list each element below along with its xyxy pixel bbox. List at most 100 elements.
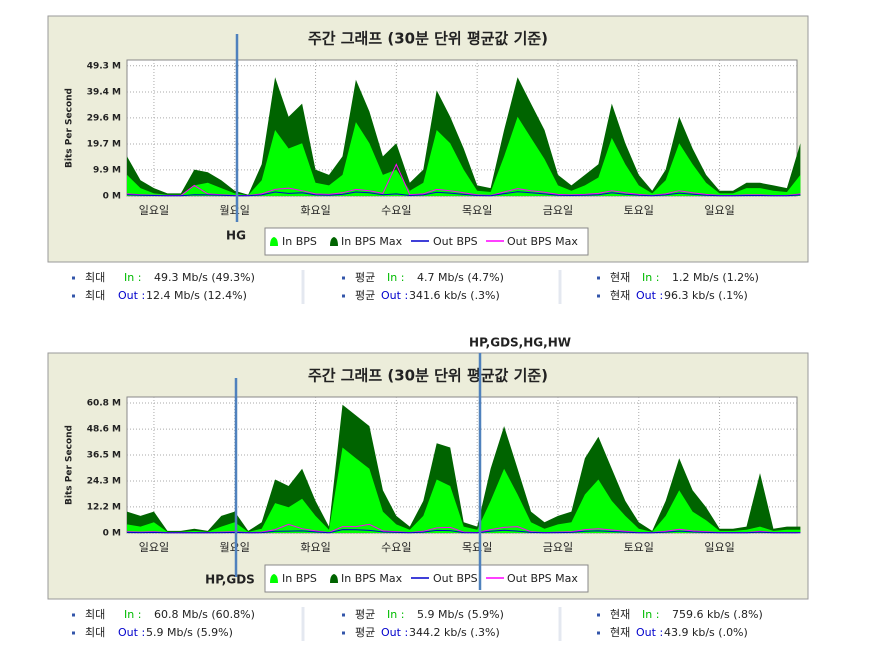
stat-key: In : — [642, 608, 659, 621]
y-axis-label: Bits Per Second — [65, 425, 75, 505]
stat-key: Out : — [118, 626, 145, 639]
x-tick-label: 금요일 — [543, 540, 573, 554]
stat-key: In : — [642, 271, 659, 284]
y-tick-label: 36.5 M — [87, 450, 121, 460]
x-tick-label: 화요일 — [300, 203, 330, 217]
stat-key: Out : — [636, 626, 663, 639]
stat-label: 현재 — [610, 271, 630, 284]
legend-label: In BPS Max — [341, 235, 403, 248]
x-tick-label: 수요일 — [381, 203, 411, 217]
stat-value: 759.6 kb/s (.8%) — [672, 608, 763, 621]
y-tick-label: 49.3 M — [87, 61, 121, 71]
x-tick-label: 토요일 — [624, 203, 654, 217]
bullet — [597, 613, 600, 617]
y-tick-label: 24.3 M — [87, 477, 121, 487]
stat-value: 60.8 Mb/s (60.8%) — [154, 608, 255, 621]
stat-label: 최대 — [85, 289, 105, 302]
y-tick-label: 19.7 M — [87, 139, 121, 149]
y-tick-label: 39.4 M — [87, 87, 121, 97]
stat-label: 평균 — [355, 608, 375, 621]
y-tick-label: 48.6 M — [87, 425, 121, 435]
y-tick-label: 60.8 M — [87, 398, 121, 408]
bullet — [72, 631, 75, 635]
area — [127, 447, 801, 533]
bullet — [342, 276, 345, 280]
stat-key: Out : — [381, 626, 408, 639]
stat-value: 5.9 Mb/s (5.9%) — [146, 626, 233, 639]
stat-label: 현재 — [610, 289, 630, 302]
legend-icon — [330, 574, 338, 583]
bullet — [342, 294, 345, 298]
legend-label: In BPS — [282, 235, 317, 248]
stat-key: Out : — [381, 289, 408, 302]
legend-label: In BPS Max — [341, 572, 403, 585]
chart-title: 주간 그래프 (30분 단위 평균값 기준) — [308, 367, 548, 385]
stat-value: 43.9 kb/s (.0%) — [664, 626, 748, 639]
stat-key: Out : — [118, 289, 145, 302]
legend-label: Out BPS — [433, 572, 478, 585]
y-tick-label: 9.9 M — [93, 165, 121, 175]
bullet — [342, 631, 345, 635]
x-tick-label: 화요일 — [300, 540, 330, 554]
bullet — [342, 613, 345, 617]
stat-value: 341.6 kb/s (.3%) — [409, 289, 500, 302]
stat-value: 5.9 Mb/s (5.9%) — [417, 608, 504, 621]
x-tick-label: 토요일 — [624, 540, 654, 554]
legend-label: Out BPS — [433, 235, 478, 248]
stat-value: 1.2 Mb/s (1.2%) — [672, 271, 759, 284]
bullet — [72, 613, 75, 617]
stat-label: 최대 — [85, 626, 105, 639]
chart-title: 주간 그래프 (30분 단위 평균값 기준) — [308, 30, 548, 48]
bullet — [597, 276, 600, 280]
x-tick-label: 금요일 — [543, 203, 573, 217]
x-tick-label: 일요일 — [704, 203, 734, 217]
chart: 주간 그래프 (30분 단위 평균값 기준) Bits Per Second 0 M… — [47, 15, 809, 304]
stat-key: Out : — [636, 289, 663, 302]
stat-label: 최대 — [85, 271, 105, 284]
stat-value: 96.3 kb/s (.1%) — [664, 289, 748, 302]
x-tick-label: 일요일 — [139, 203, 169, 217]
stat-value: 49.3 Mb/s (49.3%) — [154, 271, 255, 284]
line — [126, 191, 801, 197]
x-tick-label: 일요일 — [704, 540, 734, 554]
legend-icon — [270, 237, 278, 246]
stat-key: In : — [387, 271, 404, 284]
bullet — [597, 294, 600, 298]
x-tick-label: 목요일 — [462, 203, 492, 217]
legend-label: Out BPS Max — [507, 572, 578, 585]
legend-icon — [270, 574, 278, 583]
x-tick-label: 목요일 — [462, 540, 492, 554]
stat-label: 평균 — [355, 626, 375, 639]
stat-label: 현재 — [610, 626, 630, 639]
legend-icon — [330, 237, 338, 246]
y-axis-label: Bits Per Second — [65, 88, 75, 168]
x-tick-label: 월요일 — [220, 540, 250, 554]
y-tick-label: 29.6 M — [87, 113, 121, 123]
bullet — [72, 294, 75, 298]
stat-value: 12.4 Mb/s (12.4%) — [146, 289, 247, 302]
y-tick-label: 12.2 M — [87, 502, 121, 512]
area — [127, 116, 801, 196]
stat-label: 현재 — [610, 608, 630, 621]
stat-label: 평균 — [355, 271, 375, 284]
annotation: HP,GDS,HG,HW — [469, 336, 571, 350]
bullet — [597, 631, 600, 635]
stat-key: In : — [124, 608, 141, 621]
x-tick-label: 수요일 — [381, 540, 411, 554]
bullet — [72, 276, 75, 280]
y-tick-label: 0 M — [103, 192, 121, 202]
stat-label: 최대 — [85, 608, 105, 621]
stat-value: 344.2 kb/s (.3%) — [409, 626, 500, 639]
y-tick-label: 0 M — [103, 529, 121, 539]
line — [126, 529, 801, 534]
chart: 주간 그래프 (30분 단위 평균값 기준) Bits Per Second 0 M… — [47, 336, 809, 641]
stat-label: 평균 — [355, 289, 375, 302]
stat-key: In : — [387, 608, 404, 621]
legend-label: Out BPS Max — [507, 235, 578, 248]
stat-value: 4.7 Mb/s (4.7%) — [417, 271, 504, 284]
area — [127, 404, 801, 533]
x-tick-label: 일요일 — [139, 540, 169, 554]
stat-key: In : — [124, 271, 141, 284]
legend-label: In BPS — [282, 572, 317, 585]
